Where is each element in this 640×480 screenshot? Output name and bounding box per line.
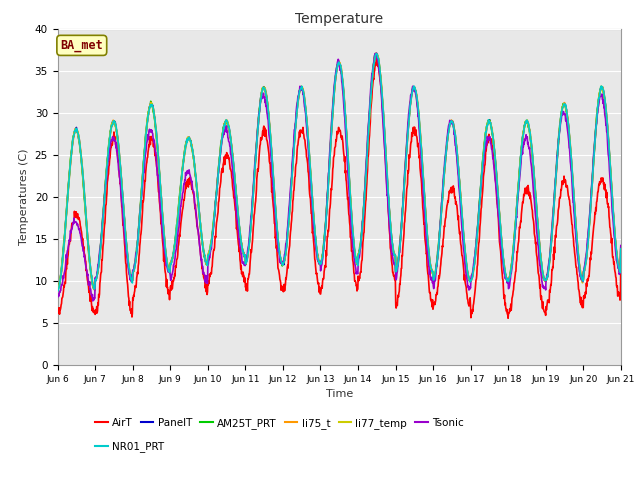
li77_temp xyxy=(243,258,250,264)
Tsonic xyxy=(551,188,559,193)
AirT xyxy=(551,250,559,256)
Legend: NR01_PRT: NR01_PRT xyxy=(91,437,168,456)
li77_temp xyxy=(54,285,61,291)
Tsonic xyxy=(179,189,187,194)
AirT xyxy=(427,297,435,302)
li75_t xyxy=(372,50,380,56)
PanelT xyxy=(372,51,380,57)
AirT xyxy=(242,283,250,289)
Line: PanelT: PanelT xyxy=(58,54,621,290)
PanelT xyxy=(179,160,187,166)
AM25T_PRT xyxy=(617,244,625,250)
li77_temp xyxy=(90,286,98,292)
Line: AirT: AirT xyxy=(58,58,621,318)
li77_temp xyxy=(179,160,187,166)
AM25T_PRT xyxy=(501,270,509,276)
PanelT xyxy=(501,268,509,274)
NR01_PRT xyxy=(428,266,435,272)
NR01_PRT xyxy=(501,267,509,273)
AM25T_PRT xyxy=(243,258,250,264)
NR01_PRT xyxy=(54,287,61,293)
Tsonic xyxy=(166,267,173,273)
AirT xyxy=(504,315,512,321)
li75_t xyxy=(551,193,559,199)
Text: BA_met: BA_met xyxy=(60,39,103,52)
AirT xyxy=(179,205,187,211)
AirT xyxy=(617,258,625,264)
PanelT xyxy=(54,286,61,292)
Tsonic xyxy=(428,277,435,283)
NR01_PRT xyxy=(166,269,173,275)
Tsonic xyxy=(372,50,380,56)
Y-axis label: Temperatures (C): Temperatures (C) xyxy=(19,148,29,245)
NR01_PRT xyxy=(372,51,380,57)
Line: li77_temp: li77_temp xyxy=(58,54,621,289)
NR01_PRT xyxy=(617,246,625,252)
AirT xyxy=(500,292,508,298)
Line: li75_t: li75_t xyxy=(58,53,621,290)
PanelT xyxy=(166,269,173,275)
li77_temp xyxy=(166,270,173,276)
AM25T_PRT xyxy=(54,287,61,292)
li77_temp xyxy=(373,51,381,57)
AM25T_PRT xyxy=(428,267,435,273)
li75_t xyxy=(54,286,61,291)
PanelT xyxy=(243,260,250,265)
li75_t xyxy=(179,161,187,167)
NR01_PRT xyxy=(179,160,187,166)
li75_t xyxy=(428,267,435,273)
AM25T_PRT xyxy=(179,158,187,164)
AM25T_PRT xyxy=(54,288,62,293)
AirT xyxy=(54,307,61,313)
Tsonic xyxy=(617,243,625,249)
PanelT xyxy=(551,192,559,198)
li77_temp xyxy=(617,245,625,251)
NR01_PRT xyxy=(243,260,250,265)
AM25T_PRT xyxy=(372,50,380,56)
PanelT xyxy=(428,266,435,272)
Line: AM25T_PRT: AM25T_PRT xyxy=(58,53,621,290)
AirT xyxy=(372,55,380,61)
Line: Tsonic: Tsonic xyxy=(58,53,621,301)
li77_temp xyxy=(428,267,435,273)
li75_t xyxy=(243,259,250,265)
NR01_PRT xyxy=(551,192,559,197)
li77_temp xyxy=(501,270,509,276)
li77_temp xyxy=(551,192,559,197)
X-axis label: Time: Time xyxy=(326,389,353,399)
AirT xyxy=(165,292,173,298)
PanelT xyxy=(91,288,99,293)
li75_t xyxy=(501,269,509,275)
Tsonic xyxy=(501,272,509,277)
Title: Temperature: Temperature xyxy=(295,12,383,26)
AM25T_PRT xyxy=(551,189,559,195)
NR01_PRT xyxy=(54,288,62,294)
Line: NR01_PRT: NR01_PRT xyxy=(58,54,621,291)
li75_t xyxy=(166,270,173,276)
Tsonic xyxy=(54,294,61,300)
li75_t xyxy=(91,288,99,293)
AM25T_PRT xyxy=(166,268,173,274)
Tsonic xyxy=(243,255,250,261)
Tsonic xyxy=(89,298,97,304)
PanelT xyxy=(617,244,625,250)
li75_t xyxy=(617,245,625,251)
